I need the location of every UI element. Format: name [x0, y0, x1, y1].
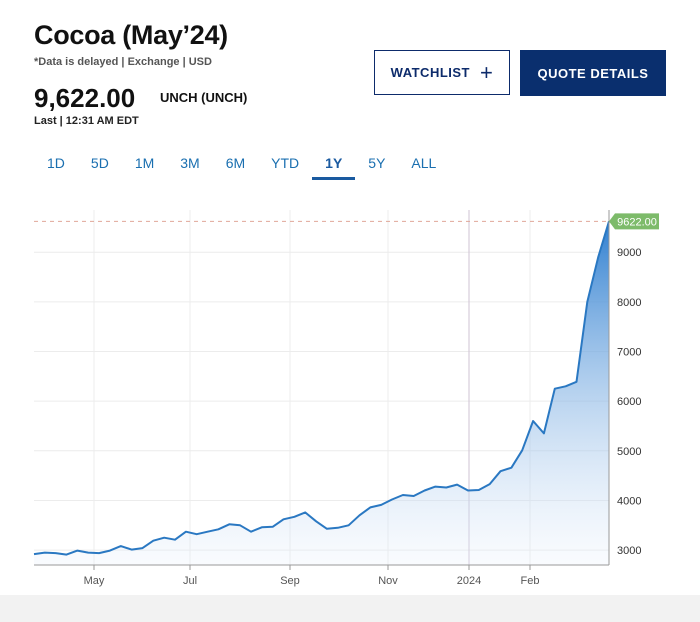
x-tick-label: Feb [521, 575, 540, 587]
tab-5y[interactable]: 5Y [368, 155, 386, 171]
y-tick-label: 3000 [617, 545, 641, 557]
x-tick-label: 2024 [457, 575, 481, 587]
page-title: Cocoa (May’24) [34, 20, 228, 50]
data-delay-note: *Data is delayed | Exchange | USD [34, 56, 212, 68]
last-price: 9,622.00 [34, 83, 136, 113]
tab-1d[interactable]: 1D [47, 155, 65, 171]
tab-5d[interactable]: 5D [90, 155, 109, 171]
x-tick-label: Jul [183, 575, 197, 587]
y-tick-label: 7000 [617, 347, 641, 359]
price-area [34, 221, 609, 566]
y-tick-label: 4000 [617, 495, 641, 507]
plus-icon: + [480, 59, 494, 85]
y-tick-label: 8000 [617, 297, 641, 309]
y-tick-label: 5000 [617, 446, 641, 458]
tab-all[interactable]: ALL [411, 155, 437, 171]
tab-1m[interactable]: 1M [134, 155, 155, 171]
x-tick-label: May [84, 575, 105, 587]
y-tick-label: 6000 [617, 396, 641, 408]
tab-3m[interactable]: 3M [180, 155, 200, 171]
watchlist-button[interactable]: WATCHLIST + [374, 50, 510, 95]
x-tick-label: Sep [280, 575, 300, 587]
watchlist-button-label: WATCHLIST [390, 65, 470, 80]
footer-bar [0, 595, 700, 622]
tab-1y[interactable]: 1Y [312, 148, 356, 180]
last-updated: Last | 12:31 AM EDT [34, 115, 139, 127]
price-change: UNCH (UNCH) [160, 90, 248, 105]
tab-ytd[interactable]: YTD [271, 155, 300, 171]
last-value-tag [609, 213, 659, 230]
tab-6m[interactable]: 6M [225, 155, 246, 171]
price-chart[interactable]: 3000 4000 5000 6000 7000 8000 9000 May Jul Sep Nov… [0, 200, 700, 600]
price-chart-svg: 3000 4000 5000 6000 7000 8000 9000 May Jul Sep Nov… [33, 210, 659, 587]
time-range-tabs: 1D 5D 1M 3M 6M YTD 1Y 5Y ALL [34, 148, 449, 182]
y-tick-label: 9000 [617, 247, 641, 259]
x-tick-label: Nov [378, 575, 398, 587]
last-value-label: 9622.00 [617, 216, 657, 228]
quote-details-button[interactable]: QUOTE DETAILS [520, 50, 666, 96]
price-line [33, 221, 610, 556]
